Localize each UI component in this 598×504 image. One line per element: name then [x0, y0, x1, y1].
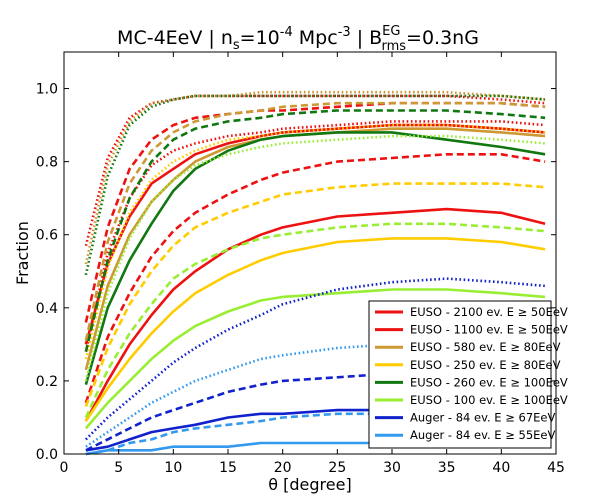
series-line-2 [84, 94, 546, 247]
title-ns-sub: s [233, 38, 240, 53]
title-exp: -4 [280, 25, 293, 40]
legend-label-4: EUSO - 260 ev. E ≥ 100EeV [410, 375, 568, 389]
x-tick-label: 45 [547, 460, 565, 476]
title-unit: Mpc [293, 27, 338, 49]
axis-ticks: 0 5 10 15 20 25 30 35 40 45 0.0 0.2 0.4 0.6 0.8 1.0 [36, 52, 565, 476]
legend: EUSO - 2100 ev. E ≥ 50EeV EUSO - 1100 ev.… [368, 300, 568, 449]
series-line-10 [84, 182, 546, 407]
x-tick-label: 20 [274, 460, 292, 476]
legend-label-0: EUSO - 2100 ev. E ≥ 50EeV [410, 305, 568, 319]
x-tick-label: 40 [492, 460, 510, 476]
y-tick-label: 0.4 [36, 301, 58, 317]
y-tick-label: 0.2 [36, 374, 58, 390]
title-b-sub: rms [381, 39, 406, 54]
y-tick-label: 1.0 [36, 82, 58, 98]
series-line-12 [84, 131, 546, 385]
title-eq1: =10 [240, 27, 280, 49]
series-line-4 [84, 153, 546, 404]
y-tick-label: 0.0 [36, 447, 58, 463]
title-sep: | B [351, 27, 383, 49]
chart-title: MC-4EeV | ns=10-4 Mpc-3 | BEG rms=0.3nG [117, 24, 479, 54]
x-tick-label: 35 [438, 460, 456, 476]
series-line-15 [84, 288, 546, 430]
title-main: MC-4EeV | n [117, 27, 233, 49]
legend-label-3: EUSO - 250 ev. E ≥ 80EeV [410, 358, 561, 372]
series-line-5 [84, 120, 546, 352]
x-tick-label: 15 [219, 460, 237, 476]
title-eq2: =0.3nG [406, 27, 479, 49]
title-unit-exp: -3 [338, 25, 351, 40]
title-b-sup: EG [382, 24, 400, 39]
series-line-6 [84, 127, 546, 371]
y-tick-label: 0.6 [36, 228, 58, 244]
x-tick-label: 0 [60, 460, 69, 476]
legend-label-1: EUSO - 1100 ev. E ≥ 50EeV [410, 323, 568, 337]
x-tick-label: 25 [328, 460, 346, 476]
legend-label-6: Auger - 84 ev. E ≥ 67EeV [410, 411, 555, 425]
series-line-16 [84, 222, 546, 419]
series-line-20 [84, 277, 546, 441]
plot-frame [63, 51, 557, 455]
series-line-7 [84, 101, 546, 341]
y-axis-label: Fraction [13, 221, 32, 285]
x-tick-label: 10 [164, 460, 182, 476]
series-line-14 [84, 94, 546, 276]
legend-label-5: EUSO - 100 ev. E ≥ 100EeV [410, 393, 568, 407]
x-axis-label: θ [degree] [268, 475, 351, 494]
series-line-0 [84, 123, 546, 345]
x-tick-label: 5 [114, 460, 123, 476]
y-tick-label: 0.8 [36, 155, 58, 171]
series-line-8 [84, 90, 546, 265]
legend-box [368, 300, 552, 449]
legend-label-2: EUSO - 580 ev. E ≥ 80EeV [410, 340, 561, 354]
series-line-9 [84, 237, 546, 422]
series-line-3 [84, 207, 546, 422]
legend-label-7: Auger - 84 ev. E ≥ 55EeV [410, 428, 555, 442]
series-line-1 [84, 101, 546, 323]
series-line-13 [84, 109, 546, 353]
x-tick-label: 30 [383, 460, 401, 476]
series-line-17 [84, 134, 546, 382]
